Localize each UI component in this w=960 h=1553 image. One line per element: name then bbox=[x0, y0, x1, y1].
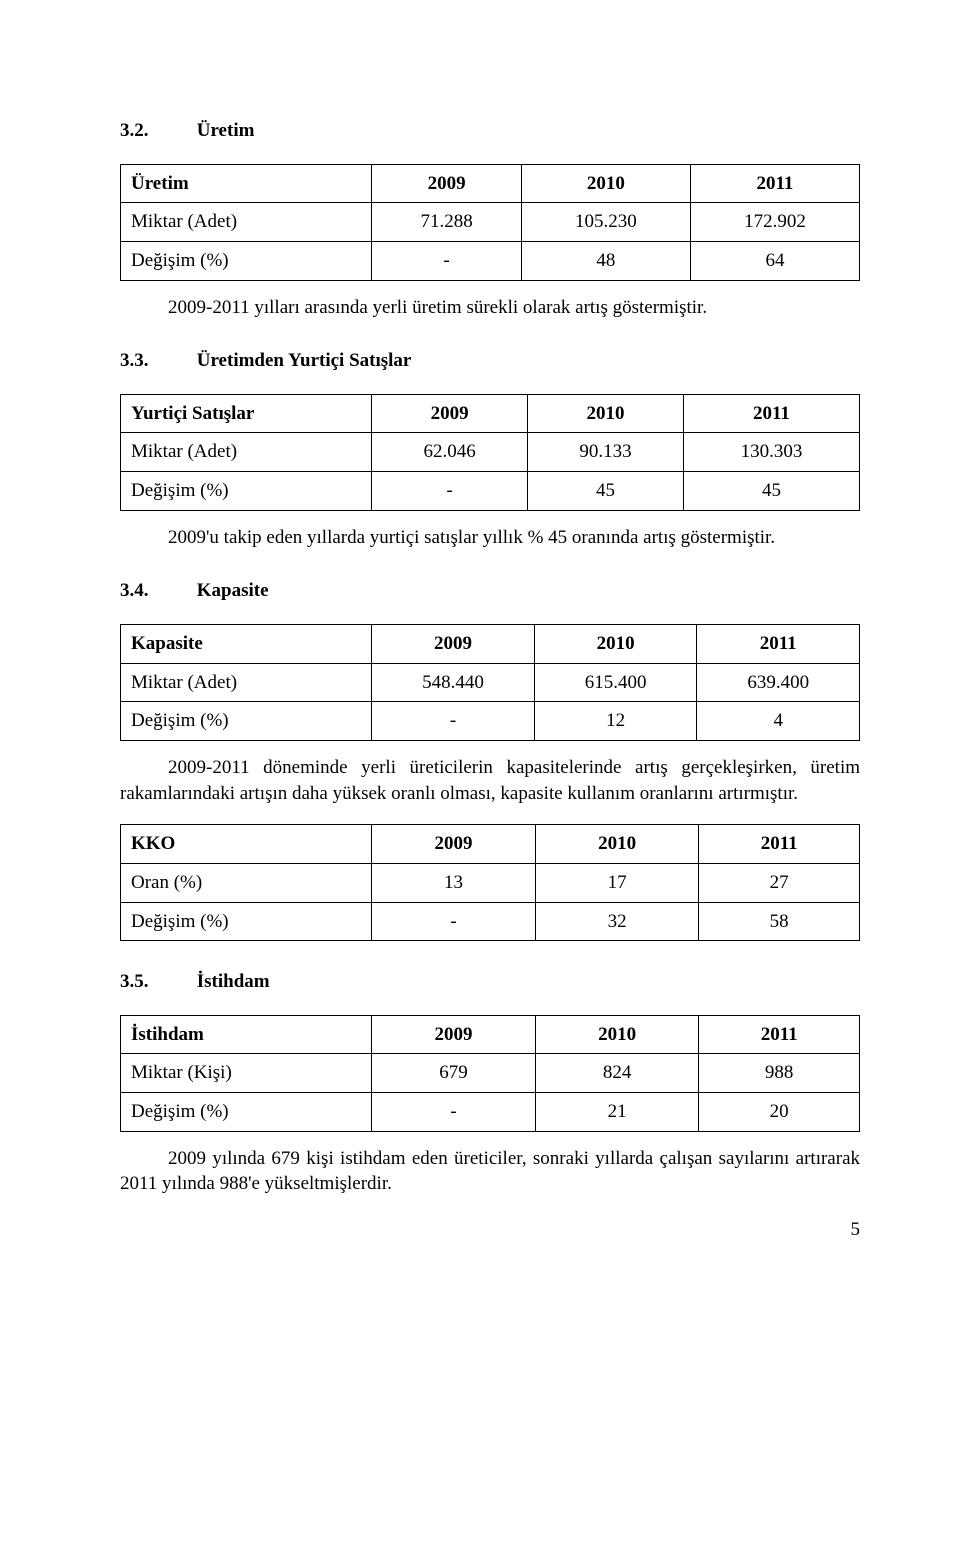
table-cell: 824 bbox=[535, 1054, 699, 1093]
table-cell: 4 bbox=[697, 702, 860, 741]
table-header-year: 2011 bbox=[690, 164, 859, 203]
table-cell: Değişim (%) bbox=[121, 1093, 372, 1132]
table-row: Değişim (%) - 21 20 bbox=[121, 1093, 860, 1132]
table-row: Miktar (Adet) 62.046 90.133 130.303 bbox=[121, 433, 860, 472]
table-row: Üretim 2009 2010 2011 bbox=[121, 164, 860, 203]
section-number: 3.2. bbox=[120, 118, 192, 144]
table-row: KKO 2009 2010 2011 bbox=[121, 825, 860, 864]
table-row: Oran (%) 13 17 27 bbox=[121, 863, 860, 902]
table-cell: 21 bbox=[535, 1093, 699, 1132]
paragraph: 2009'u takip eden yıllarda yurtiçi satış… bbox=[120, 525, 860, 551]
table-row: İstihdam 2009 2010 2011 bbox=[121, 1015, 860, 1054]
table-cell: 105.230 bbox=[521, 203, 690, 242]
table-row: Miktar (Adet) 71.288 105.230 172.902 bbox=[121, 203, 860, 242]
table-cell: 13 bbox=[372, 863, 536, 902]
table-cell: 17 bbox=[535, 863, 699, 902]
table-cell: Değişim (%) bbox=[121, 902, 372, 941]
table-header-year: 2009 bbox=[372, 394, 528, 433]
table-uretim: Üretim 2009 2010 2011 Miktar (Adet) 71.2… bbox=[120, 164, 860, 281]
table-cell: 130.303 bbox=[683, 433, 859, 472]
table-header-year: 2011 bbox=[697, 625, 860, 664]
table-row: Kapasite 2009 2010 2011 bbox=[121, 625, 860, 664]
table-header-year: 2010 bbox=[521, 164, 690, 203]
table-cell: Oran (%) bbox=[121, 863, 372, 902]
paragraph: 2009 yılında 679 kişi istihdam eden üret… bbox=[120, 1146, 860, 1197]
table-header-year: 2009 bbox=[372, 164, 522, 203]
table-header-year: 2009 bbox=[372, 825, 536, 864]
section-title: Üretim bbox=[197, 120, 255, 141]
table-header-year: 2011 bbox=[699, 1015, 860, 1054]
table-yurtici: Yurtiçi Satışlar 2009 2010 2011 Miktar (… bbox=[120, 394, 860, 511]
table-cell: 62.046 bbox=[372, 433, 528, 472]
table-row: Değişim (%) - 12 4 bbox=[121, 702, 860, 741]
table-cell: 20 bbox=[699, 1093, 860, 1132]
section-number: 3.5. bbox=[120, 969, 192, 995]
table-cell: 64 bbox=[690, 241, 859, 280]
table-cell: - bbox=[372, 902, 536, 941]
section-heading-yurtici: 3.3. Üretimden Yurtiçi Satışlar bbox=[120, 348, 860, 374]
table-header-label: Yurtiçi Satışlar bbox=[121, 394, 372, 433]
table-cell: - bbox=[372, 472, 528, 511]
table-cell: Miktar (Kişi) bbox=[121, 1054, 372, 1093]
paragraph: 2009-2011 yılları arasında yerli üretim … bbox=[120, 295, 860, 321]
section-number: 3.3. bbox=[120, 348, 192, 374]
table-cell: Değişim (%) bbox=[121, 472, 372, 511]
table-header-year: 2010 bbox=[528, 394, 684, 433]
table-cell: 71.288 bbox=[372, 203, 522, 242]
table-cell: 27 bbox=[699, 863, 860, 902]
table-cell: 32 bbox=[535, 902, 699, 941]
table-cell: 45 bbox=[683, 472, 859, 511]
table-header-label: İstihdam bbox=[121, 1015, 372, 1054]
table-cell: 58 bbox=[699, 902, 860, 941]
table-header-label: Kapasite bbox=[121, 625, 372, 664]
section-heading-istihdam: 3.5. İstihdam bbox=[120, 969, 860, 995]
table-row: Değişim (%) - 32 58 bbox=[121, 902, 860, 941]
section-heading-kapasite: 3.4. Kapasite bbox=[120, 578, 860, 604]
table-header-year: 2011 bbox=[683, 394, 859, 433]
table-header-year: 2010 bbox=[535, 1015, 699, 1054]
table-header-year: 2011 bbox=[699, 825, 860, 864]
table-cell: - bbox=[372, 1093, 536, 1132]
table-cell: Miktar (Adet) bbox=[121, 203, 372, 242]
table-cell: Değişim (%) bbox=[121, 241, 372, 280]
table-header-year: 2010 bbox=[535, 825, 699, 864]
table-header-label: KKO bbox=[121, 825, 372, 864]
table-cell: 679 bbox=[372, 1054, 536, 1093]
table-cell: Değişim (%) bbox=[121, 702, 372, 741]
table-cell: 12 bbox=[534, 702, 697, 741]
table-cell: 45 bbox=[528, 472, 684, 511]
table-cell: 988 bbox=[699, 1054, 860, 1093]
table-kko: KKO 2009 2010 2011 Oran (%) 13 17 27 Değ… bbox=[120, 824, 860, 941]
table-cell: 90.133 bbox=[528, 433, 684, 472]
table-istihdam: İstihdam 2009 2010 2011 Miktar (Kişi) 67… bbox=[120, 1015, 860, 1132]
table-row: Miktar (Kişi) 679 824 988 bbox=[121, 1054, 860, 1093]
table-row: Değişim (%) - 48 64 bbox=[121, 241, 860, 280]
section-title: İstihdam bbox=[197, 971, 270, 992]
section-number: 3.4. bbox=[120, 578, 192, 604]
table-cell: Miktar (Adet) bbox=[121, 433, 372, 472]
table-header-year: 2009 bbox=[372, 625, 535, 664]
table-cell: - bbox=[372, 241, 522, 280]
table-cell: 639.400 bbox=[697, 663, 860, 702]
table-cell: 172.902 bbox=[690, 203, 859, 242]
table-cell: Miktar (Adet) bbox=[121, 663, 372, 702]
table-header-label: Üretim bbox=[121, 164, 372, 203]
table-header-year: 2009 bbox=[372, 1015, 536, 1054]
table-row: Yurtiçi Satışlar 2009 2010 2011 bbox=[121, 394, 860, 433]
table-header-year: 2010 bbox=[534, 625, 697, 664]
table-row: Değişim (%) - 45 45 bbox=[121, 472, 860, 511]
table-cell: - bbox=[372, 702, 535, 741]
section-title: Kapasite bbox=[197, 580, 269, 601]
page-number: 5 bbox=[120, 1217, 860, 1243]
table-kapasite: Kapasite 2009 2010 2011 Miktar (Adet) 54… bbox=[120, 624, 860, 741]
table-cell: 615.400 bbox=[534, 663, 697, 702]
table-cell: 48 bbox=[521, 241, 690, 280]
section-heading-uretim: 3.2. Üretim bbox=[120, 118, 860, 144]
paragraph: 2009-2011 döneminde yerli üreticilerin k… bbox=[120, 755, 860, 806]
section-title: Üretimden Yurtiçi Satışlar bbox=[197, 350, 412, 371]
table-row: Miktar (Adet) 548.440 615.400 639.400 bbox=[121, 663, 860, 702]
table-cell: 548.440 bbox=[372, 663, 535, 702]
